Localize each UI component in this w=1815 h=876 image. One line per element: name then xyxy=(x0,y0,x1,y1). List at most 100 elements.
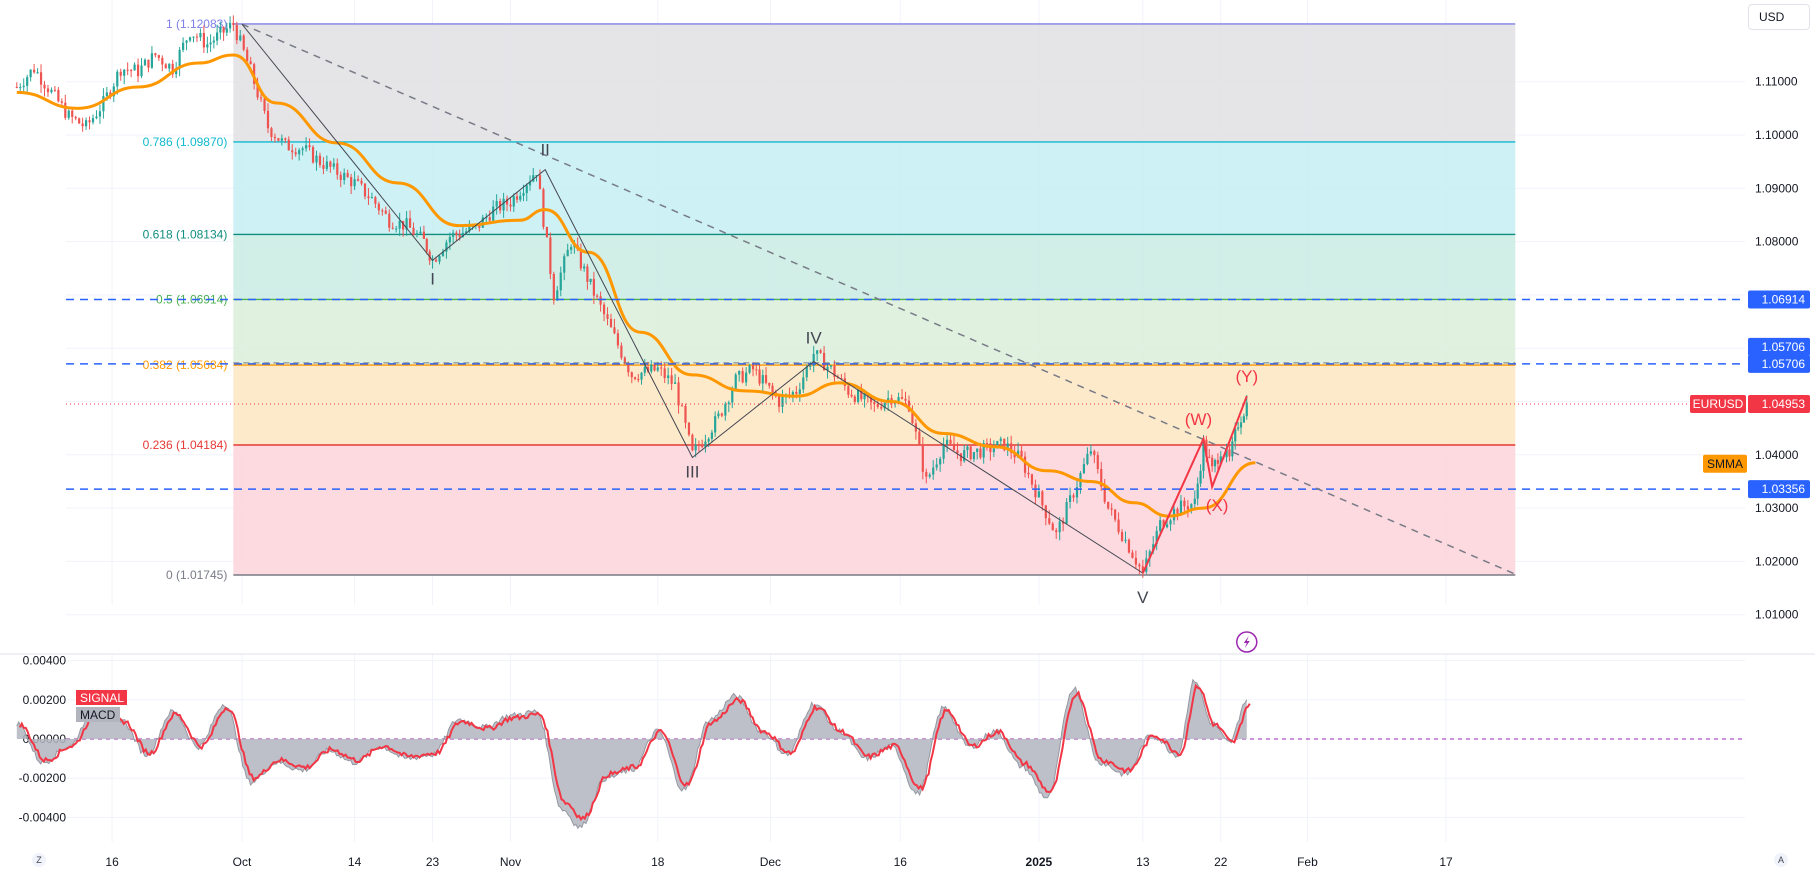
candle-body xyxy=(829,365,833,367)
candle-body xyxy=(452,232,455,237)
time-tick-label: 2025 xyxy=(1026,855,1053,869)
currency-button[interactable]: USD xyxy=(1748,4,1810,30)
candle-body xyxy=(850,394,853,397)
candle-body xyxy=(1179,500,1183,514)
candle-body xyxy=(795,391,798,394)
level-price-badge: 1.06914 xyxy=(1762,292,1806,306)
candle-body xyxy=(822,352,826,371)
price-tick-label: 1.01000 xyxy=(1755,608,1799,622)
candle-body xyxy=(46,88,50,93)
candle-body xyxy=(694,444,697,451)
candle-body xyxy=(329,161,332,167)
candle-body xyxy=(1013,452,1016,458)
candle-body xyxy=(609,318,613,328)
candle-body xyxy=(1234,428,1237,442)
candle-body xyxy=(130,70,133,72)
candle-body xyxy=(509,204,512,207)
candle-body xyxy=(959,453,963,462)
candle-body xyxy=(731,389,734,403)
candle-body xyxy=(522,193,525,196)
candle-body xyxy=(1219,456,1222,464)
candle-body xyxy=(1124,539,1127,541)
candle-body xyxy=(667,375,670,379)
candle-body xyxy=(602,304,606,315)
candle-body xyxy=(781,396,784,407)
candle-body xyxy=(701,445,704,447)
candle-body xyxy=(1082,464,1086,474)
candle-body xyxy=(301,148,304,151)
lightning-bolt-icon xyxy=(1243,636,1250,648)
candle-body xyxy=(714,416,717,433)
candle-body xyxy=(1023,456,1027,473)
candle-body xyxy=(528,181,532,186)
auto-scale-toggle[interactable]: Z xyxy=(32,853,46,867)
candle-body xyxy=(819,350,822,353)
candle-body xyxy=(412,227,415,235)
candle-body xyxy=(856,389,860,402)
candle-body xyxy=(425,238,428,252)
candle-body xyxy=(992,448,995,453)
candle-body xyxy=(826,366,829,371)
candle-body xyxy=(1006,443,1009,451)
time-tick-label: 23 xyxy=(426,855,440,869)
candle-body xyxy=(270,128,273,137)
candle-body xyxy=(680,405,684,407)
smma-line xyxy=(16,53,1256,518)
candle-body xyxy=(1237,427,1240,429)
candle-body xyxy=(123,69,126,76)
macd-tick-label: 0.00200 xyxy=(23,693,67,707)
log-scale-toggle[interactable]: A xyxy=(1774,853,1788,867)
candle-body xyxy=(816,350,819,354)
candle-body xyxy=(519,195,522,200)
candle-body xyxy=(979,448,982,458)
candle-body xyxy=(178,49,181,69)
candle-body xyxy=(374,197,377,204)
candle-body xyxy=(422,231,425,239)
candle-body xyxy=(1020,450,1023,457)
candle-body xyxy=(388,213,391,228)
candle-body xyxy=(81,123,84,127)
macd-histogram-area xyxy=(16,679,1247,829)
candle-body xyxy=(1208,456,1211,458)
candle-body xyxy=(26,77,29,86)
candle-body xyxy=(98,111,102,117)
candle-body xyxy=(656,367,659,371)
candle-body xyxy=(322,164,325,169)
candle-body xyxy=(84,120,88,127)
candle-body xyxy=(53,89,57,91)
fib-level-label: 0.786 (1.09870) xyxy=(143,135,228,149)
candle-body xyxy=(966,446,969,451)
candle-body xyxy=(745,372,748,383)
candle-body xyxy=(552,273,555,301)
candle-body xyxy=(949,439,952,444)
candle-body xyxy=(1169,520,1172,525)
candle-body xyxy=(1120,532,1124,541)
fib-level-label: 0.236 (1.04184) xyxy=(143,438,228,452)
candle-body xyxy=(963,450,966,462)
candle-body xyxy=(147,59,150,68)
macd-tick-label: -0.00400 xyxy=(19,810,67,824)
candle-body xyxy=(928,474,931,477)
candle-body xyxy=(918,431,921,445)
time-tick-label: Feb xyxy=(1297,855,1318,869)
candle-body xyxy=(1231,441,1234,457)
candle-body xyxy=(589,278,592,282)
candle-body xyxy=(1065,501,1068,524)
candle-body xyxy=(653,364,656,371)
candle-body xyxy=(168,63,171,69)
candle-body xyxy=(869,396,873,403)
candle-body xyxy=(1117,519,1120,533)
candle-body xyxy=(1010,443,1013,453)
candle-body xyxy=(280,138,283,141)
candle-body xyxy=(1199,470,1202,484)
candle-body xyxy=(952,443,956,451)
candle-body xyxy=(60,101,63,103)
candle-body xyxy=(1216,460,1220,464)
candle-body xyxy=(640,372,643,380)
candle-body xyxy=(663,368,666,379)
candle-body xyxy=(863,393,866,400)
candle-body xyxy=(249,61,252,65)
candle-body xyxy=(623,357,626,364)
